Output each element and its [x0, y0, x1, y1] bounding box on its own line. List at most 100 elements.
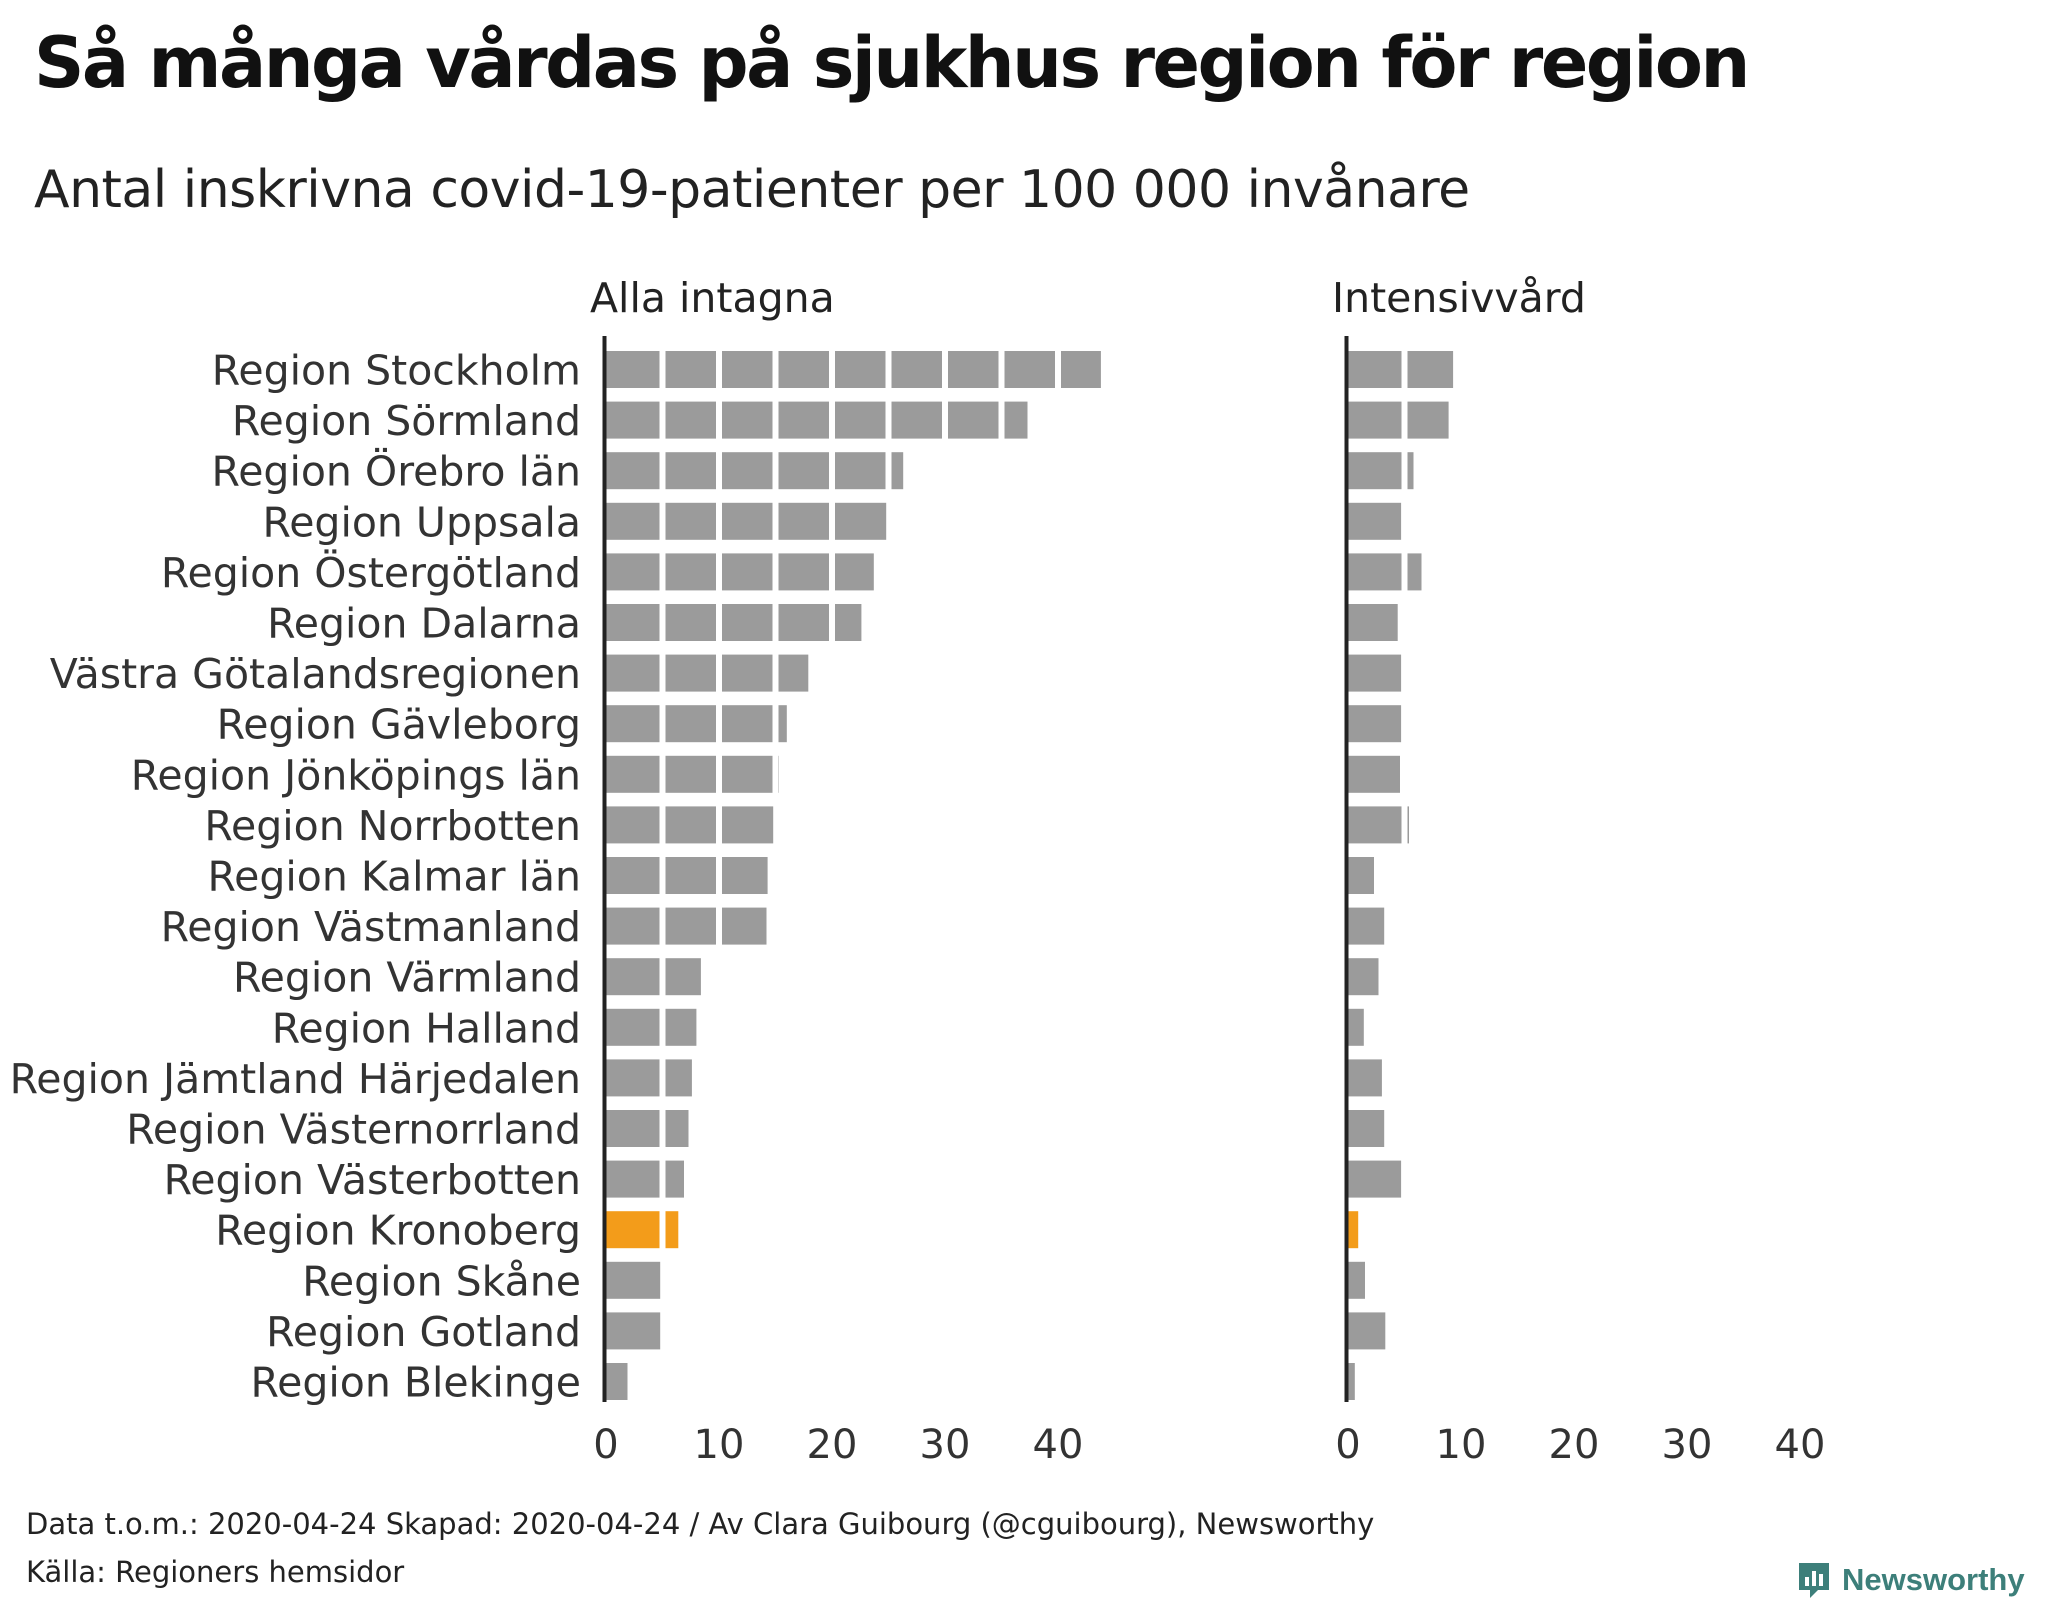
- category-label: Västra Götalandsregionen: [50, 650, 581, 698]
- category-label: Region Östergötland: [161, 549, 581, 597]
- x-tick-label: 10: [694, 1422, 745, 1468]
- bar-segment: [778, 705, 787, 743]
- bar-segment: [948, 351, 999, 388]
- bar-segment: [665, 1110, 689, 1147]
- bar-segment: [1348, 1312, 1386, 1350]
- bar-segment: [606, 705, 660, 743]
- category-label: Region Uppsala: [263, 498, 581, 546]
- bar-segment: [1348, 705, 1402, 743]
- bar-segment: [891, 401, 942, 439]
- bar-segment: [665, 1059, 692, 1097]
- category-label: Region Västerbotten: [164, 1156, 581, 1204]
- bar-segment: [778, 351, 829, 388]
- category-label: Region Skåne: [302, 1257, 581, 1305]
- chart-title: Så många vårdas på sjukhus region för re…: [34, 22, 1750, 104]
- bar-segment: [835, 401, 886, 439]
- bar-segment: [722, 857, 768, 894]
- bar-segment: [606, 553, 660, 591]
- bar-segment: [1348, 806, 1402, 844]
- bar-segment: [1348, 1059, 1382, 1097]
- bar-segment: [722, 806, 774, 844]
- bar-segment: [665, 351, 716, 388]
- category-label: Region Norrbotten: [204, 802, 581, 850]
- category-label: Region Jämtland Härjedalen: [10, 1055, 581, 1103]
- bar-segment: [606, 806, 660, 844]
- category-label: Region Västmanland: [161, 903, 581, 951]
- x-tick-label: 0: [1335, 1422, 1360, 1468]
- x-tick-label: 30: [1662, 1422, 1713, 1468]
- bar-segment: [606, 857, 660, 894]
- bar-segment: [665, 452, 716, 490]
- bar-segment: [1407, 452, 1414, 490]
- logo-text: Newsworthy: [1842, 1562, 2025, 1597]
- bar-segment: [1407, 351, 1454, 388]
- bar-segment: [1348, 502, 1402, 540]
- x-tick-label: 30: [920, 1422, 971, 1468]
- bar-segment: [606, 1261, 661, 1299]
- bar-segment: [606, 1363, 628, 1400]
- category-label: Region Sörmland: [232, 397, 581, 445]
- bar-segment: [606, 1110, 660, 1147]
- bar-segment: [606, 958, 660, 996]
- category-label: Region Örebro län: [212, 448, 581, 496]
- bar-segment: [722, 604, 773, 641]
- bar-segment: [606, 755, 660, 793]
- category-label: Region Kalmar län: [207, 853, 581, 901]
- bar-segment: [722, 705, 773, 743]
- bar-segment: [606, 1008, 660, 1046]
- bar-segment: [722, 502, 773, 540]
- x-tick-label: 20: [807, 1422, 858, 1468]
- bar-segment: [835, 351, 886, 388]
- bar-segment: [722, 452, 773, 490]
- bar-segment: [1407, 806, 1409, 844]
- bar-segment: [1407, 553, 1422, 591]
- category-label: Region Värmland: [233, 954, 581, 1002]
- bar-segment: [1348, 1008, 1364, 1046]
- bar-segment: [665, 604, 716, 641]
- category-label: Region Halland: [272, 1004, 581, 1052]
- footer: Data t.o.m.: 2020-04-24 Skapad: 2020-04-…: [26, 1500, 1374, 1596]
- bar-segment: [606, 1059, 660, 1097]
- bar-segment: [606, 452, 660, 490]
- bar-segment: [1407, 401, 1449, 439]
- category-label: Region Jönköpings län: [131, 751, 581, 799]
- bar-segment: [665, 401, 716, 439]
- bar-segment: [722, 654, 773, 692]
- bar-segment: [722, 755, 773, 793]
- bar-segment: [722, 401, 773, 439]
- x-tick-label: 10: [1436, 1422, 1487, 1468]
- bar-segment: [606, 502, 660, 540]
- bar-segment: [606, 1160, 660, 1198]
- chart-subtitle: Antal inskrivna covid-19-patienter per 1…: [34, 160, 1470, 220]
- bar-segment: [1348, 654, 1402, 692]
- bar-segment: [606, 907, 660, 945]
- bar-segment: [778, 502, 829, 540]
- bar-segment: [1061, 351, 1101, 388]
- bar-segment: [722, 907, 767, 945]
- bar-segment: [665, 502, 716, 540]
- bar-segment: [665, 806, 716, 844]
- bar-segment: [606, 1211, 660, 1249]
- bar-segment: [606, 401, 660, 439]
- bar-segment: [1348, 1110, 1385, 1147]
- category-label: Region Blekinge: [250, 1359, 581, 1407]
- bar-segment: [1348, 452, 1402, 490]
- bar-segment: [665, 705, 716, 743]
- bar-segment: [835, 604, 862, 641]
- bar-segment: [1348, 553, 1402, 591]
- footer-source: Källa: Regioners hemsidor: [26, 1555, 405, 1589]
- category-label: Region Dalarna: [267, 600, 581, 648]
- bar-segment: [1348, 1363, 1355, 1400]
- panel-title: Intensivvård: [1332, 274, 1586, 322]
- bar-segment: [1348, 1261, 1365, 1299]
- bar-segment: [665, 755, 716, 793]
- bar-segment: [778, 401, 829, 439]
- bar-segment: [1348, 958, 1379, 996]
- bar-segment: [1348, 1211, 1359, 1249]
- bar-segment: [1348, 401, 1402, 439]
- newsworthy-chart-icon: [1799, 1563, 1829, 1598]
- bar-segment: [1004, 401, 1028, 439]
- x-tick-label: 40: [1775, 1422, 1826, 1468]
- bar-segment: [891, 351, 942, 388]
